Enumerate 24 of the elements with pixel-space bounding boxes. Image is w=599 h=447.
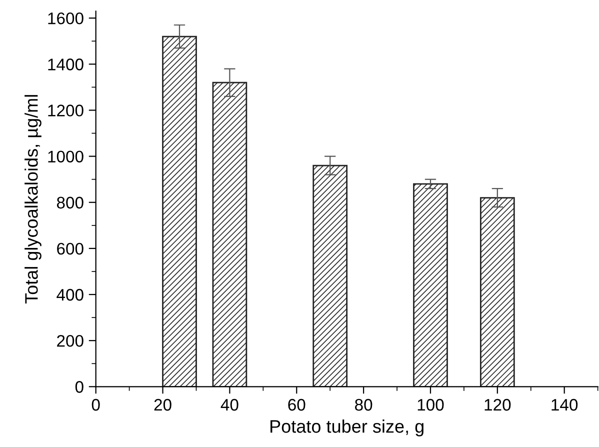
bar xyxy=(162,36,197,387)
y-tick-label: 1400 xyxy=(48,58,84,70)
y-tick-label: 0 xyxy=(75,381,84,393)
y-tick-label: 400 xyxy=(56,288,84,301)
x-tick-label: 40 xyxy=(220,398,238,411)
bar xyxy=(480,197,515,387)
x-tick-label: 80 xyxy=(355,398,372,411)
x-tick-label: 60 xyxy=(288,398,306,411)
y-tick-label: 200 xyxy=(57,334,84,347)
y-tick-label: 1000 xyxy=(48,150,84,162)
y-tick-label: 1600 xyxy=(48,12,84,24)
x-tick-label: 140 xyxy=(552,398,578,411)
x-axis-title: Potato tuber size, g xyxy=(270,420,424,436)
x-tick-label: 20 xyxy=(154,398,172,411)
x-tick-label: 0 xyxy=(92,398,100,411)
bar xyxy=(312,164,348,387)
bar xyxy=(413,183,448,387)
bar xyxy=(212,82,248,387)
y-tick-label: 1200 xyxy=(48,104,84,116)
x-tick-label: 120 xyxy=(484,398,511,411)
y-tick-label: 800 xyxy=(56,196,84,209)
x-tick-label: 100 xyxy=(418,398,444,411)
y-tick-label: 600 xyxy=(57,242,84,255)
y-axis-title: Total glycoalkaloids, µg/ml xyxy=(24,95,42,304)
